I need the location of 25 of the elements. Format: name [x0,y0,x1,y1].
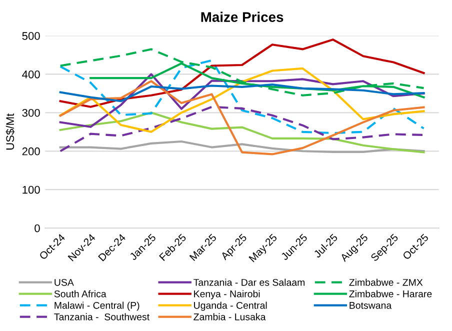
legend-label: Zimbabwe - Harare [349,290,432,298]
y-tick-label: 100 [22,186,40,194]
line-series [59,48,425,96]
chart-title: Maize Prices [201,12,284,22]
legend-label: Tanzania - Southwest [54,313,150,320]
legend-label: Tanzania - Dar es Salaam [194,278,305,286]
y-tick-label: 0 [34,224,40,232]
legend-label: Malawi - Central (P) [54,302,140,311]
legend-label: USA [54,278,74,286]
legend-label: Zambia - Lusaka [194,313,266,320]
legend-label: Kenya - Nairobi [194,290,260,300]
legend-label: Zimbabwe - ZMX [349,278,423,286]
y-tick-label: 400 [22,70,40,78]
line-series [59,73,425,128]
legend-label: Botswana [350,302,392,309]
line-series [59,38,425,108]
y-tick-label: 500 [22,32,40,40]
y-tick-label: 200 [22,147,40,156]
legend-label: South Africa [54,290,106,298]
line-series [59,140,425,153]
y-axis-title: US$/Mt [6,113,15,150]
line-series [59,80,425,156]
legend-label: Uganda - Central [194,302,267,311]
y-tick-label: 300 [22,108,40,117]
line-series [59,84,425,102]
